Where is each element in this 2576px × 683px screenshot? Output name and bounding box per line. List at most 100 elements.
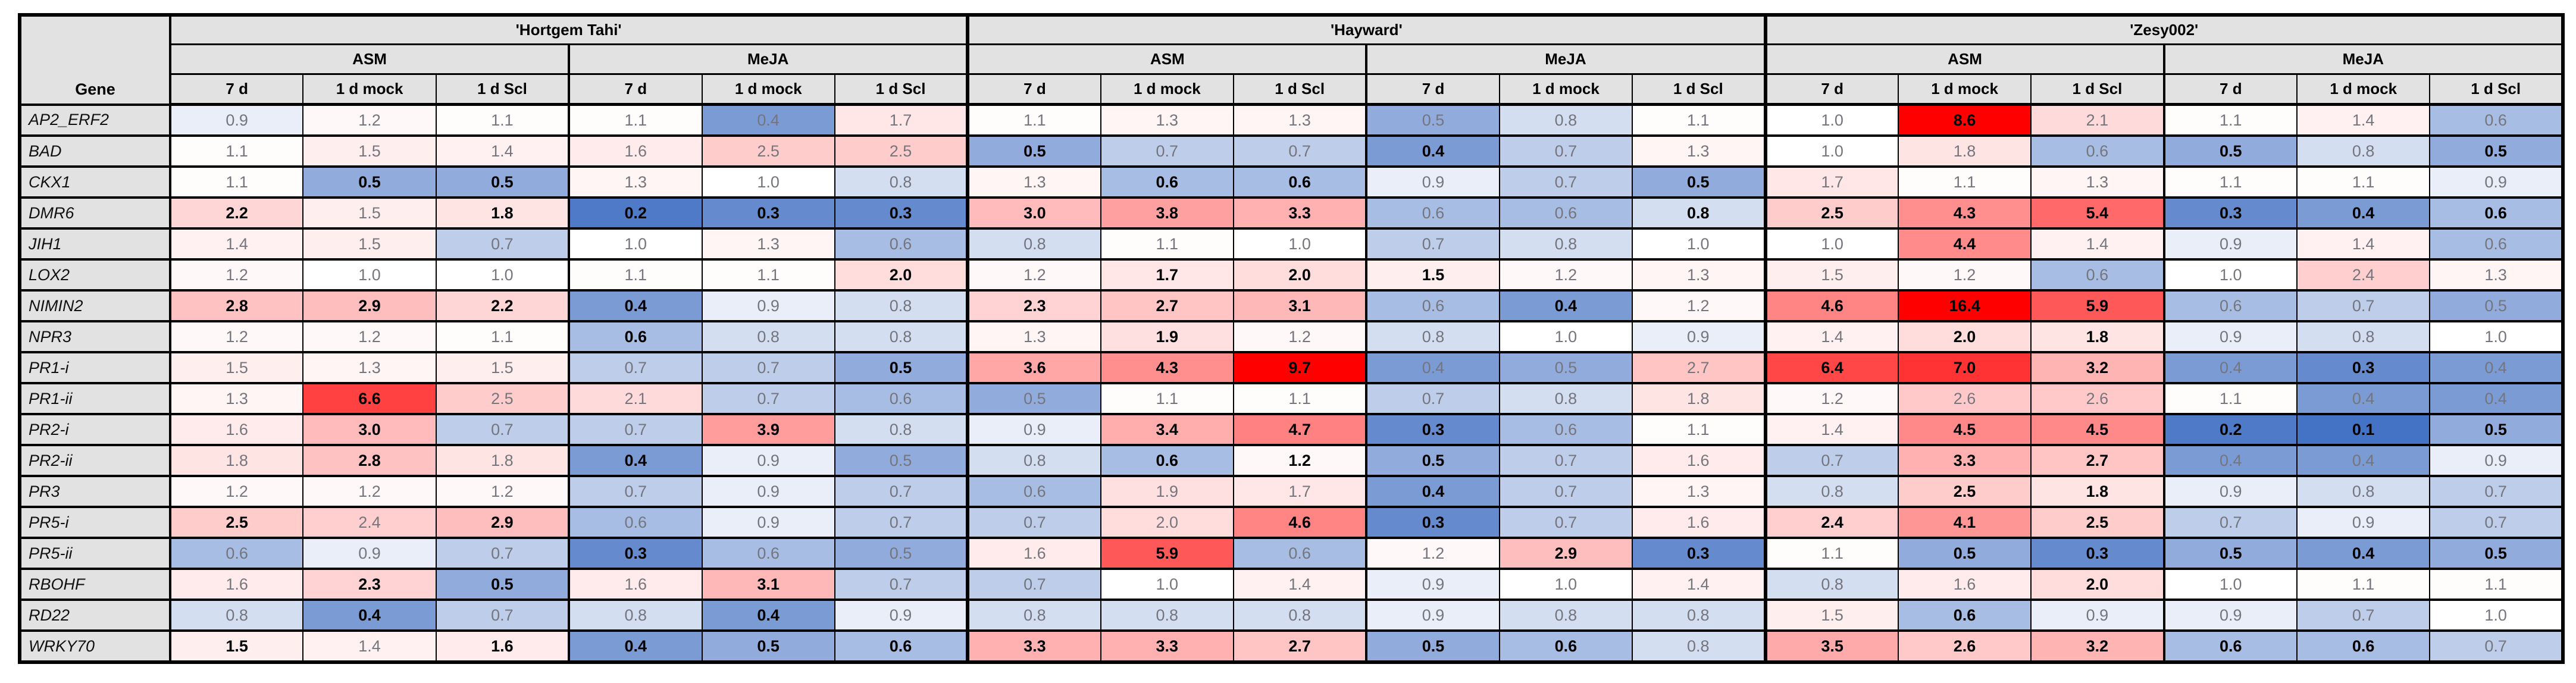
expression-cell: 1.3	[302, 351, 437, 384]
expression-cell: 0.7	[1498, 134, 1633, 168]
expression-cell: 0.4	[2296, 196, 2431, 230]
expression-cell: 2.9	[1498, 537, 1633, 570]
table-row: LOX2 1.2 1.0 1.0 1.1 1.1 2.0 1.2 1.7 2.0 1.5 1.2 1.3…	[19, 258, 2564, 292]
expression-cell: 0.8	[1763, 475, 1899, 508]
expression-cell: 1.1	[568, 258, 703, 292]
expression-cell: 2.5	[2030, 506, 2165, 539]
timepoint-header: 1 d mock	[1897, 73, 2032, 106]
timepoint-header: 1 d Scl	[1232, 73, 1367, 106]
expression-cell: 1.5	[302, 134, 437, 168]
expression-cell: 1.0	[302, 258, 437, 292]
expression-cell: 0.6	[966, 475, 1101, 508]
expression-cell: 0.5	[1498, 351, 1633, 384]
expression-cell: 0.7	[1498, 444, 1633, 477]
expression-cell: 1.4	[302, 629, 437, 663]
expression-cell: 0.5	[2162, 537, 2298, 570]
expression-cell: 1.3	[568, 165, 703, 199]
expression-cell: 4.3	[1897, 196, 2032, 230]
expression-cell: 0.9	[701, 289, 835, 322]
expression-cell: 0.7	[568, 475, 703, 508]
expression-cell: 0.8	[568, 599, 703, 632]
expression-cell: 0.7	[2429, 629, 2564, 663]
expression-cell: 1.0	[1632, 227, 1766, 261]
expression-cell: 0.6	[1100, 444, 1235, 477]
expression-cell: 0.4	[2429, 382, 2564, 415]
expression-cell: 0.5	[302, 165, 437, 199]
expression-cell: 2.1	[568, 382, 703, 415]
expression-cell: 0.6	[568, 320, 703, 353]
expression-cell: 2.5	[834, 134, 969, 168]
expression-cell: 0.5	[701, 629, 835, 663]
timepoint-header: 1 d Scl	[834, 73, 969, 106]
gene-name: AP2_ERF2	[19, 103, 171, 137]
expression-cell: 1.2	[302, 320, 437, 353]
expression-cell: 0.6	[2296, 629, 2431, 663]
expression-cell: 3.3	[1232, 196, 1367, 230]
expression-cell: 0.6	[1365, 196, 1500, 230]
expression-cell: 0.9	[2162, 475, 2298, 508]
expression-cell: 1.4	[2030, 227, 2165, 261]
table-row: DMR6 2.2 1.5 1.8 0.2 0.3 0.3 3.0 3.8 3.3 0.6 0.6 0.8…	[19, 196, 2564, 230]
expression-cell: 0.7	[701, 351, 835, 384]
expression-cell: 2.4	[302, 506, 437, 539]
expression-cell: 2.0	[2030, 568, 2165, 601]
gene-name: PR1-ii	[19, 382, 171, 415]
expression-cell: 0.5	[435, 165, 570, 199]
expression-cell: 0.4	[302, 599, 437, 632]
expression-cell: 0.4	[2296, 382, 2431, 415]
expression-cell: 0.5	[1365, 629, 1500, 663]
expression-cell: 1.2	[169, 258, 304, 292]
expression-cell: 1.6	[169, 568, 304, 601]
expression-cell: 2.6	[1897, 382, 2032, 415]
table-row: PR2-i 1.6 3.0 0.7 0.7 3.9 0.8 0.9 3.4 4.7 0.3 0.6 1.…	[19, 413, 2564, 446]
expression-cell: 1.1	[1100, 227, 1235, 261]
table-row: CKX1 1.1 0.5 0.5 1.3 1.0 0.8 1.3 0.6 0.6 0.9 0.7 0.5…	[19, 165, 2564, 199]
expression-cell: 0.8	[1365, 320, 1500, 353]
expression-cell: 2.0	[1897, 320, 2032, 353]
expression-cell: 0.6	[834, 629, 969, 663]
table-row: NIMIN2 2.8 2.9 2.2 0.4 0.9 0.8 2.3 2.7 3.1 0.6 0.4 1…	[19, 289, 2564, 322]
expression-cell: 1.4	[169, 227, 304, 261]
expression-cell: 3.5	[1763, 629, 1899, 663]
table-row: RD22 0.8 0.4 0.7 0.8 0.4 0.9 0.8 0.8 0.8 0.9 0.8 0.8…	[19, 599, 2564, 632]
expression-cell: 0.5	[966, 382, 1101, 415]
table-row: WRKY70 1.5 1.4 1.6 0.4 0.5 0.6 3.3 3.3 2.7 0.5 0.6 0…	[19, 629, 2564, 663]
expression-cell: 3.2	[2030, 629, 2165, 663]
expression-cell: 3.0	[966, 196, 1101, 230]
timepoint-header: 1 d Scl	[2429, 73, 2564, 106]
expression-cell: 1.5	[169, 351, 304, 384]
expression-cell: 0.5	[834, 351, 969, 384]
expression-cell: 0.7	[435, 227, 570, 261]
timepoint-header: 7 d	[1763, 73, 1899, 106]
expression-cell: 3.4	[1100, 413, 1235, 446]
expression-cell: 2.5	[169, 506, 304, 539]
expression-cell: 1.1	[1632, 103, 1766, 137]
expression-cell: 0.6	[2429, 103, 2564, 137]
timepoint-header: 7 d	[1365, 73, 1500, 106]
expression-cell: 0.3	[2030, 537, 2165, 570]
expression-cell: 0.9	[2429, 165, 2564, 199]
expression-cell: 1.3	[1632, 258, 1766, 292]
expression-cell: 1.1	[435, 103, 570, 137]
expression-cell: 1.0	[1763, 134, 1899, 168]
expression-cell: 1.6	[568, 134, 703, 168]
expression-cell: 0.7	[435, 599, 570, 632]
gene-name: LOX2	[19, 258, 171, 292]
expression-cell: 16.4	[1897, 289, 2032, 322]
expression-cell: 1.1	[2296, 165, 2431, 199]
expression-cell: 1.2	[302, 475, 437, 508]
expression-cell: 0.5	[834, 537, 969, 570]
timepoint-header: 1 d Scl	[1632, 73, 1766, 106]
expression-cell: 1.7	[1100, 258, 1235, 292]
expression-cell: 5.4	[2030, 196, 2165, 230]
timepoint-header: 1 d mock	[701, 73, 835, 106]
expression-cell: 4.4	[1897, 227, 2032, 261]
expression-cell: 4.6	[1232, 506, 1367, 539]
expression-cell: 1.8	[435, 196, 570, 230]
expression-cell: 7.0	[1897, 351, 2032, 384]
table-row: AP2_ERF2 0.9 1.2 1.1 1.1 0.4 1.7 1.1 1.3 1.3 0.5 0.…	[19, 103, 2564, 137]
gene-name: NIMIN2	[19, 289, 171, 322]
expression-cell: 0.6	[834, 227, 969, 261]
expression-cell: 0.8	[1498, 599, 1633, 632]
timepoint-header: 7 d	[2162, 73, 2298, 106]
